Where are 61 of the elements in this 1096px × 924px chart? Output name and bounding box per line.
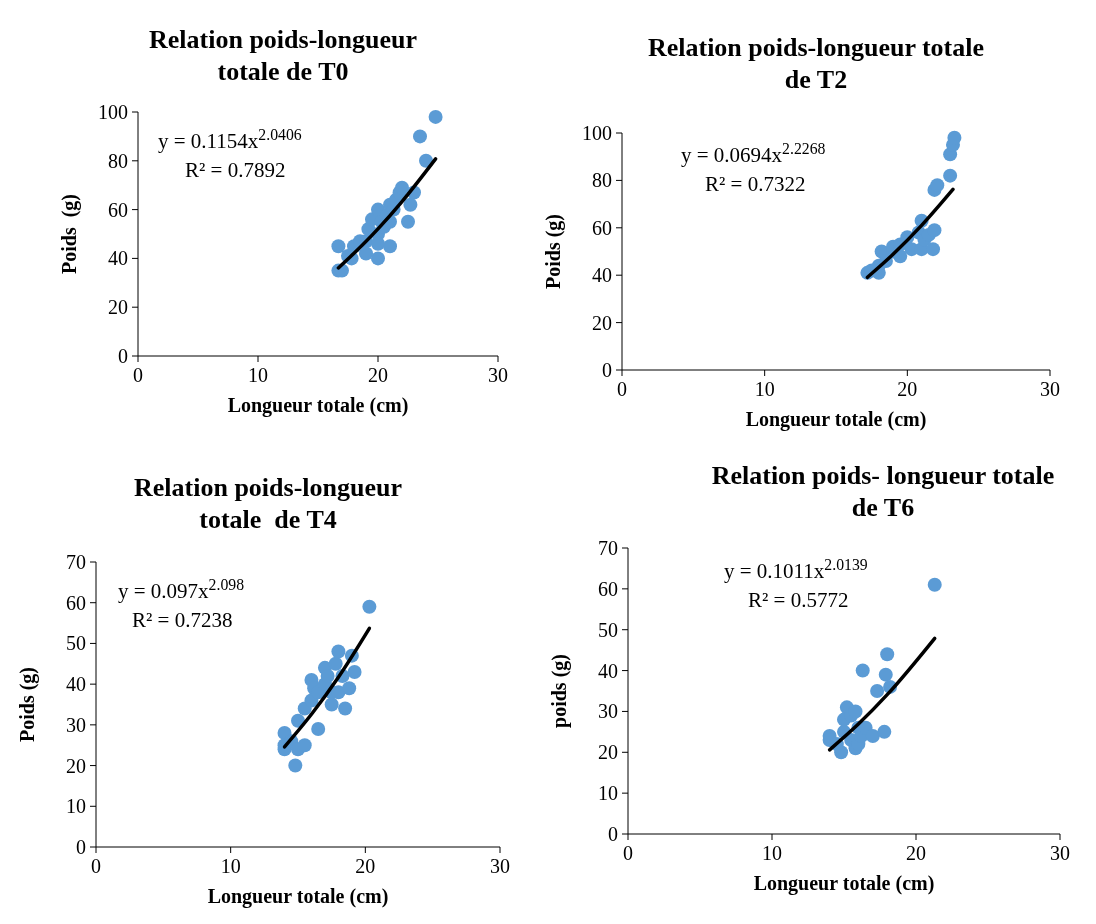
annotation: R² = 0.5772 [748, 588, 849, 612]
x-tick-label: 20 [368, 364, 388, 386]
x-tick-label: 0 [133, 364, 143, 386]
chart-title: Relation poids-longueur totale de T0 [149, 25, 417, 86]
annotation: y = 0.1154x$^{2.0406}$ [158, 125, 302, 153]
y-tick-label: 20 [66, 754, 86, 777]
annotation: R² = 0.7238 [132, 608, 233, 632]
y-tick-label: 50 [66, 632, 86, 655]
y-tick-label: 0 [608, 823, 618, 845]
y-tick-label: 40 [108, 247, 128, 270]
y-tick-label: 70 [598, 537, 618, 559]
x-tick-label: 20 [906, 842, 926, 864]
y-tick-label: 100 [98, 101, 128, 123]
x-axis-title: Longueur totale (cm) [745, 408, 927, 431]
x-tick-label: 30 [1040, 378, 1060, 400]
y-tick-label: 40 [66, 673, 86, 696]
y-tick-label: 40 [592, 264, 612, 287]
y-tick-label: 30 [598, 700, 618, 723]
y-tick-label: 30 [66, 713, 86, 736]
y-tick-label: 10 [598, 782, 618, 805]
x-tick-label: 10 [754, 378, 775, 400]
x-tick-label: 30 [488, 364, 508, 386]
y-tick-label: 60 [66, 591, 86, 614]
x-axis-title: Longueur totale (cm) [207, 885, 389, 908]
y-tick-label: 50 [598, 618, 618, 641]
x-axis-title: Longueur totale (cm) [227, 394, 409, 417]
x-tick-label: 10 [220, 855, 241, 877]
x-axis-title: Longueur totale (cm) [753, 872, 935, 895]
annotation: R² = 0.7322 [705, 172, 806, 196]
x-tick-label: 20 [897, 378, 918, 400]
y-tick-label: 10 [66, 795, 86, 818]
y-axis-title: Poids (g) [58, 194, 81, 274]
y-tick-label: 60 [108, 198, 128, 221]
y-axis-title: Poids (g) [16, 667, 39, 742]
x-tick-label: 10 [762, 842, 782, 864]
chart-title: Relation poids- longueur totale de T6 [711, 461, 1055, 522]
y-tick-label: 20 [108, 296, 128, 319]
x-tick-label: 0 [623, 842, 633, 864]
y-tick-label: 70 [66, 551, 86, 573]
annotation: y = 0.1011x$^{2.0139}$ [724, 555, 868, 583]
y-tick-label: 60 [592, 216, 612, 239]
annotation: R² = 0.7892 [185, 158, 286, 182]
y-tick-label: 20 [598, 741, 618, 764]
chart-title: Relation poids-longueur totale de T4 [134, 473, 402, 534]
annotation: y = 0.0694x$^{2.2268}$ [681, 139, 826, 167]
y-tick-label: 80 [108, 149, 128, 172]
x-tick-label: 20 [355, 855, 376, 877]
annotation: y = 0.097x$^{2.098}$ [118, 575, 245, 603]
y-tick-label: 60 [598, 577, 618, 600]
y-axis-title: poids (g) [548, 654, 571, 728]
y-tick-label: 20 [592, 311, 612, 334]
x-tick-label: 10 [248, 364, 268, 386]
y-tick-label: 100 [582, 122, 612, 144]
x-tick-label: 0 [91, 855, 101, 877]
y-tick-label: 0 [118, 345, 128, 367]
x-tick-label: 30 [1050, 842, 1070, 864]
y-tick-label: 80 [592, 169, 612, 192]
y-axis-title: Poids (g) [542, 214, 565, 289]
y-tick-label: 40 [598, 659, 618, 682]
chart-title: Relation poids-longueur totale de T2 [647, 33, 985, 94]
x-tick-label: 30 [490, 855, 510, 877]
